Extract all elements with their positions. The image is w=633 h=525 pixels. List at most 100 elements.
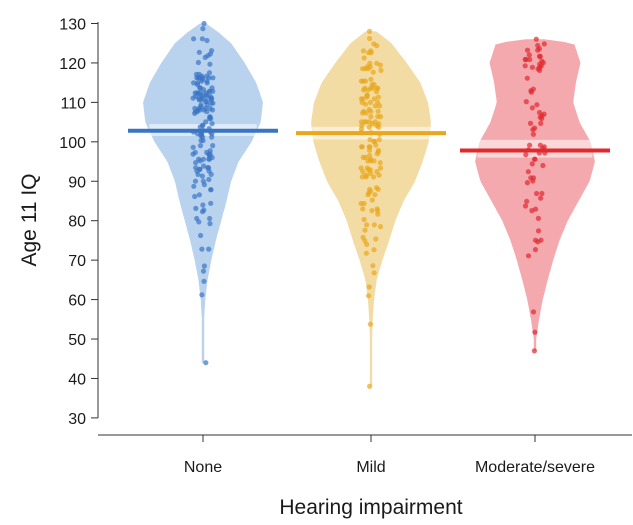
data-point [201, 263, 207, 269]
data-point [199, 292, 205, 298]
data-point [373, 142, 379, 148]
data-point [366, 119, 372, 125]
data-point [368, 114, 374, 120]
data-point [194, 90, 200, 96]
data-point [209, 134, 215, 140]
data-point [201, 20, 207, 27]
data-point [360, 169, 366, 175]
data-point [523, 56, 529, 63]
data-point [209, 121, 215, 127]
data-point [363, 110, 369, 116]
data-point [209, 107, 216, 113]
data-point [207, 221, 213, 227]
data-point [377, 160, 383, 166]
data-point [527, 56, 533, 63]
data-point [208, 115, 214, 122]
data-point [194, 215, 200, 222]
data-point [197, 143, 204, 149]
data-point [206, 75, 212, 81]
data-point [537, 53, 543, 60]
data-point [375, 114, 381, 120]
data-point [201, 278, 207, 284]
data-point [525, 253, 532, 259]
data-point [530, 175, 537, 181]
data-point [196, 192, 202, 198]
data-point [364, 92, 370, 98]
data-point [199, 134, 206, 140]
data-point [374, 206, 380, 212]
data-point [361, 216, 367, 223]
data-point [535, 215, 542, 221]
data-point [530, 309, 537, 315]
data-point [377, 103, 383, 109]
y-tick-label: 110 [60, 95, 86, 112]
data-point [198, 102, 204, 108]
y-tick-label: 30 [68, 411, 86, 428]
data-point [376, 121, 382, 127]
data-point [527, 120, 534, 126]
data-point [526, 52, 532, 58]
y-tick-label: 120 [59, 56, 86, 73]
data-point [362, 238, 368, 244]
data-point [532, 125, 538, 131]
data-point [534, 190, 540, 197]
data-point [532, 156, 538, 162]
y-tick-label: 130 [59, 17, 86, 34]
data-point [371, 222, 377, 228]
data-point [523, 99, 529, 105]
data-point [370, 263, 376, 269]
violin-group [296, 28, 446, 389]
data-point [195, 59, 201, 66]
x-tick-label: Mild [356, 459, 385, 476]
data-point [527, 142, 533, 148]
data-point [193, 160, 199, 166]
data-point [366, 28, 373, 34]
data-point [367, 383, 373, 389]
data-point [200, 202, 206, 208]
y-tick-label: 70 [68, 253, 86, 270]
data-point [201, 107, 207, 113]
data-point [537, 114, 543, 120]
y-axis-title: Age 11 IQ [18, 173, 41, 266]
data-point [202, 98, 209, 105]
y-tick-label: 60 [68, 293, 86, 310]
data-point [523, 152, 529, 158]
data-point [376, 137, 382, 143]
data-point [360, 110, 366, 116]
data-point [358, 96, 364, 102]
data-point [377, 224, 384, 230]
violin-shape [143, 23, 263, 363]
data-point [358, 78, 364, 84]
data-point [194, 80, 201, 86]
data-point [199, 246, 205, 252]
data-point [378, 67, 384, 73]
data-point [524, 47, 531, 53]
data-point [529, 161, 535, 167]
data-point [194, 168, 200, 174]
data-point [377, 62, 383, 68]
data-point [208, 187, 214, 193]
data-point [209, 95, 215, 101]
data-point [192, 149, 198, 155]
data-point [206, 176, 212, 183]
data-point [375, 186, 381, 192]
data-point [524, 198, 530, 204]
data-point [360, 48, 367, 54]
data-point [200, 26, 206, 32]
data-point [206, 156, 212, 162]
data-point [209, 85, 215, 91]
axes: 30 40 50 60 70 80 90 100 110 120 130 None Mild Modera… [59, 17, 632, 476]
y-tick-label: 50 [68, 332, 86, 349]
data-point [375, 147, 382, 153]
data-point [209, 48, 215, 54]
data-point [538, 120, 544, 126]
data-point [203, 119, 209, 125]
data-point [200, 156, 207, 162]
data-point [534, 102, 540, 108]
data-point [207, 61, 213, 67]
data-point [364, 165, 370, 171]
y-tick-label: 90 [68, 174, 86, 191]
y-tick-label: 80 [68, 214, 86, 231]
data-point [210, 143, 216, 149]
